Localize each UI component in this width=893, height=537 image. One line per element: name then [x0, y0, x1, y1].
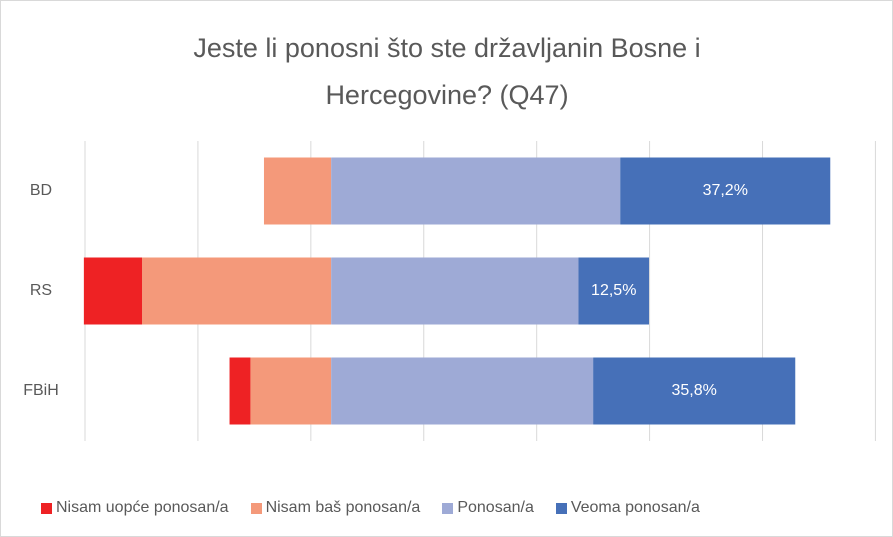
- bar-segment: [331, 257, 579, 325]
- y-tick-label: FBiH: [23, 382, 59, 399]
- bar-segment: [593, 357, 796, 425]
- legend-label: Nisam baš ponosan/a: [265, 499, 421, 516]
- legend-item: Nisam uopće ponosan/a: [41, 499, 229, 517]
- legend-label: Veoma ponosan/a: [570, 499, 700, 516]
- legend-item: Veoma ponosan/a: [555, 499, 700, 517]
- legend-label: Nisam uopće ponosan/a: [56, 499, 229, 516]
- data-label: 35,8%: [672, 382, 717, 399]
- bar-segment: [331, 357, 594, 425]
- legend-swatch: [555, 502, 567, 514]
- legend-item: Ponosan/a: [442, 499, 534, 517]
- bar-segment: [578, 257, 650, 325]
- bar-segment: [620, 157, 831, 225]
- y-tick-label: RS: [30, 282, 52, 299]
- legend-swatch: [41, 502, 52, 514]
- chart-title: Jeste li ponosni što ste državljanin Bos…: [193, 33, 701, 110]
- bar-segment: [229, 357, 251, 425]
- data-label: 37,2%: [703, 182, 748, 199]
- y-tick-label: BD: [30, 182, 52, 199]
- bar-segment: [331, 157, 621, 225]
- bar-segment: [142, 257, 332, 325]
- legend: Nisam uopće ponosan/a Nisam baš ponosan/a…: [41, 499, 700, 517]
- bar-segment: [263, 157, 332, 225]
- bar-segment: [250, 357, 332, 425]
- legend-item: Nisam baš ponosan/a: [250, 499, 421, 517]
- legend-swatch: [250, 502, 262, 514]
- data-label: 12,5%: [591, 282, 636, 299]
- bar-segment: [83, 257, 143, 325]
- legend-swatch: [442, 502, 454, 514]
- legend-label: Ponosan/a: [457, 499, 534, 516]
